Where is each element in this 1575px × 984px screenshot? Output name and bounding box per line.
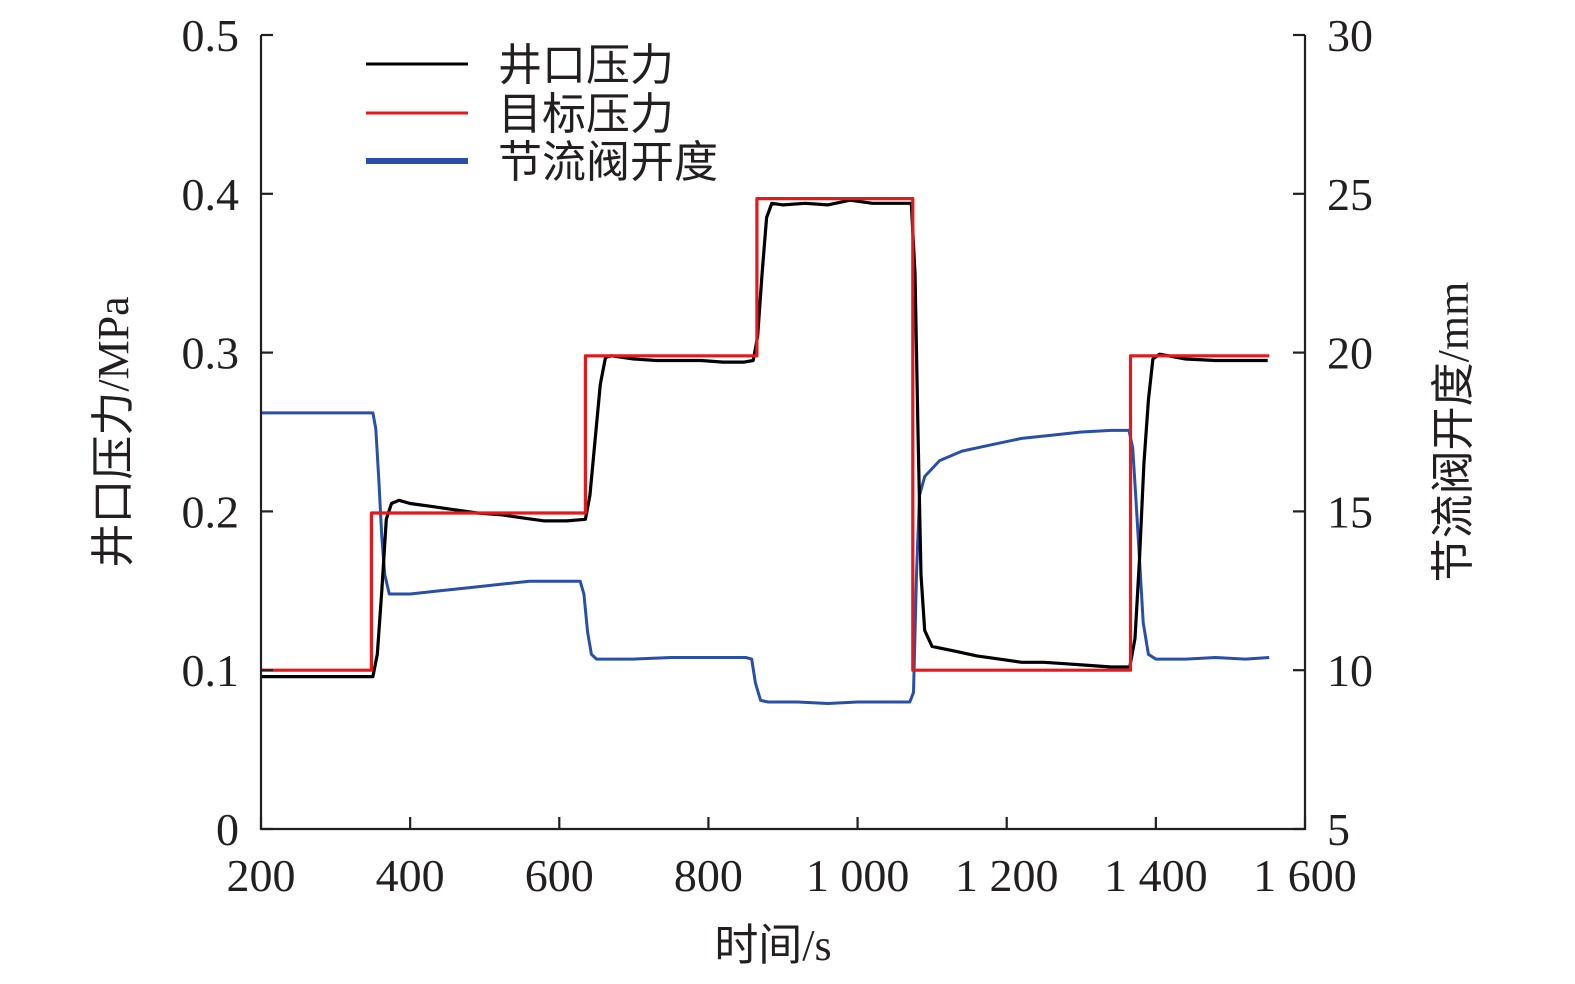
x-tick-label: 1 200 [955,850,1059,901]
y-right-tick-label: 30 [1327,10,1373,61]
series-layer [261,197,1270,705]
y-left-tick-label: 0.3 [182,328,240,379]
y-left-tick-label: 0.4 [182,169,240,220]
y-left-tick-label: 0.1 [182,645,240,696]
axes-frame [259,35,1307,831]
x-tick-label: 600 [525,850,594,901]
legend-label: 目标压力 [498,90,674,139]
y-left-tick-label: 0.2 [182,486,240,537]
y-left-tick-label: 0.5 [182,10,240,61]
x-tick-label: 200 [227,850,296,901]
y-right-tick-label: 15 [1327,486,1373,537]
series-line-2 [261,411,1270,705]
x-tick-label: 1 400 [1104,850,1208,901]
legend-label: 节流阀开度 [498,138,718,187]
x-axis-title: 时间/s [714,921,831,970]
axes-layer: 200 400 600 800 1 000 1 200 1 400 1 600 0 0.1 0.2 0… [89,10,1478,970]
series-line-1 [261,197,1270,672]
y-left-tick-label: 0 [216,804,239,855]
x-tick-label: 1 600 [1253,850,1357,901]
x-tick-label: 400 [376,850,445,901]
x-tick-label: 800 [674,850,743,901]
legend-label: 井口压力 [498,41,674,90]
y-right-tick-label: 10 [1327,645,1373,696]
y-right-tick-label: 25 [1327,169,1373,220]
x-tick-label: 1 000 [806,850,910,901]
y-right-tick-label: 20 [1327,328,1373,379]
y-left-axis-title: 井口压力/MPa [89,296,138,567]
series-line-0 [261,198,1268,679]
y-right-axis-title: 节流阀开度/mm [1429,282,1478,583]
y-right-tick-label: 5 [1327,804,1350,855]
